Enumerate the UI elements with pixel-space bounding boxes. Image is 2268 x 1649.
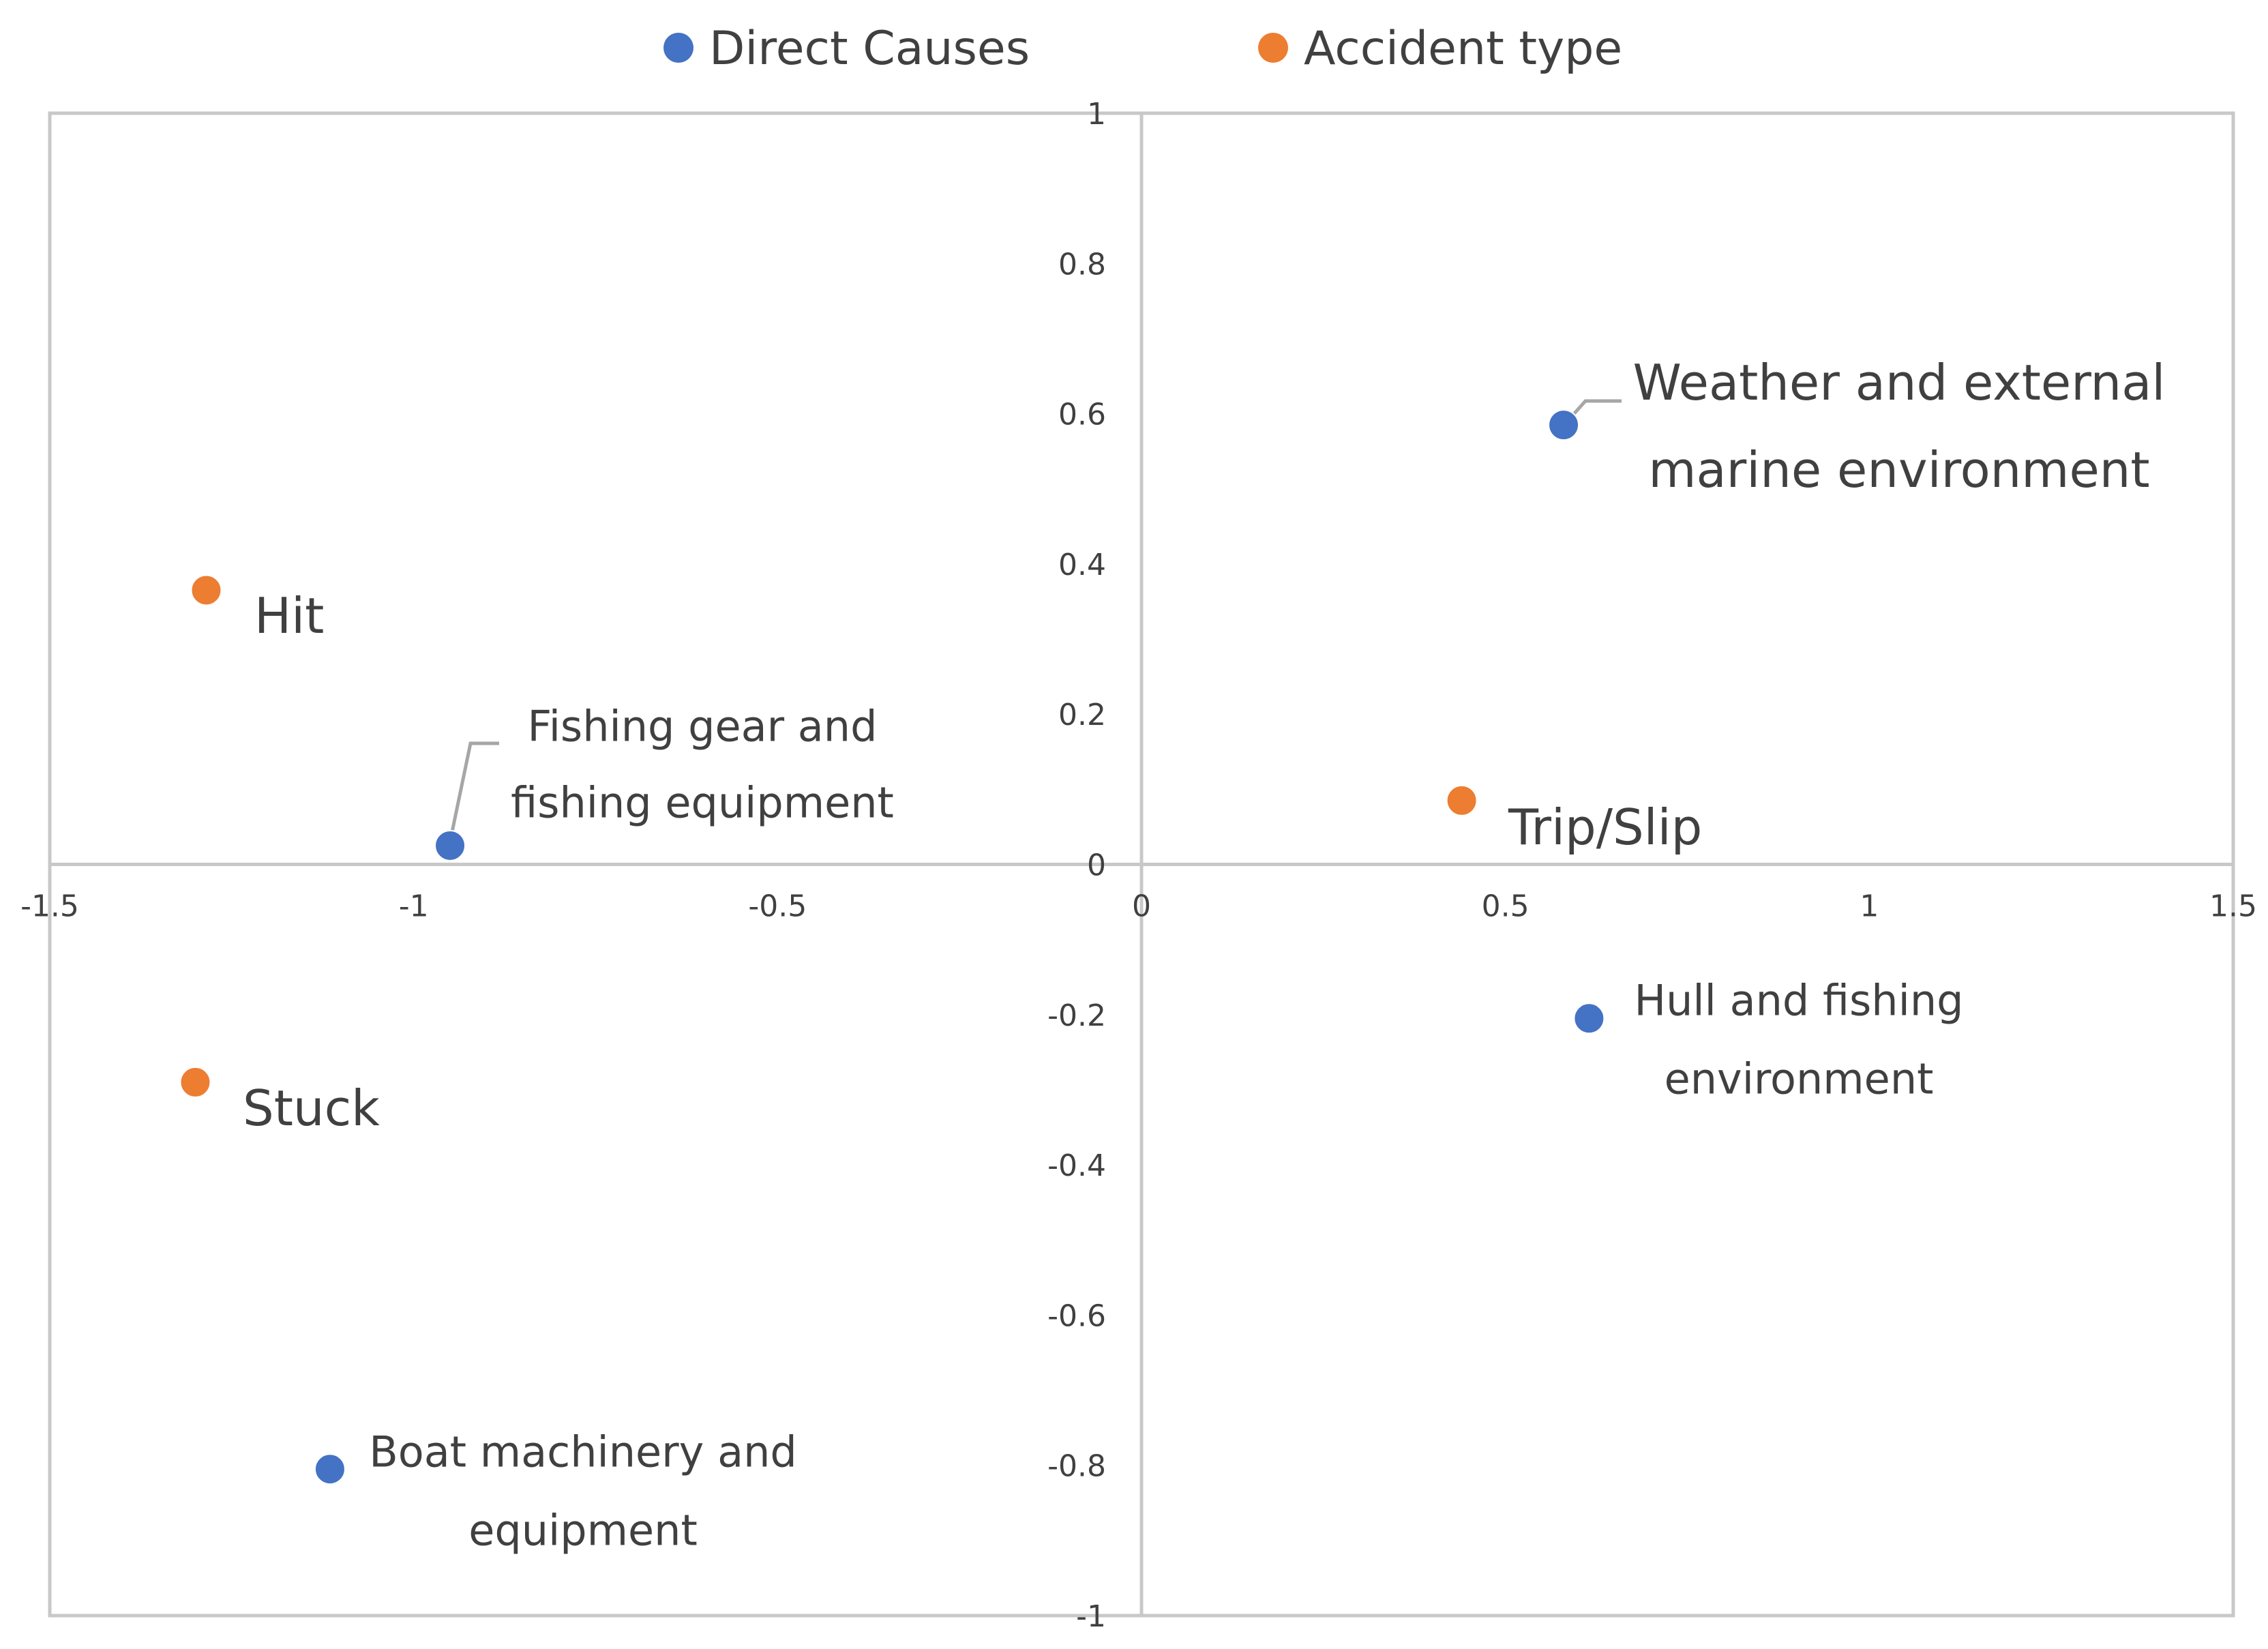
y-tick-label: -0.2: [1047, 998, 1106, 1033]
point-labels: Fishing gear and fishing equipment Weather…: [243, 354, 2165, 1555]
point-label: Fishing gear and: [528, 701, 878, 751]
point-label: Stuck: [243, 1080, 380, 1137]
x-tick-label: -1: [399, 889, 429, 924]
legend-label: Direct Causes: [709, 22, 1030, 76]
point-label: Trip/Slip: [1508, 799, 1702, 856]
point-label: Boat machinery and: [369, 1427, 796, 1476]
y-tick-label: 1: [1087, 97, 1106, 132]
x-tick-label: -0.5: [748, 889, 807, 924]
point-label: marine environment: [1648, 441, 2149, 499]
leader-lines: [448, 399, 1622, 842]
point-label: environment: [1665, 1054, 1934, 1103]
point-label: Hull and fishing: [1635, 975, 1964, 1025]
x-tick-labels: -1.5 -1 -0.5 0 0.5 1 1.5: [20, 889, 2257, 924]
y-tick-label: -0.8: [1047, 1449, 1106, 1484]
data-point: [1548, 409, 1580, 441]
y-tick-label: -1: [1076, 1599, 1106, 1634]
x-tick-label: 0: [1132, 889, 1151, 924]
legend-label: Accident type: [1304, 22, 1622, 76]
y-tick-label: 0.4: [1058, 548, 1106, 582]
x-tick-label: 1: [1860, 889, 1879, 924]
point-label: Hit: [254, 587, 324, 644]
y-tick-label: -0.6: [1047, 1298, 1106, 1333]
x-tick-label: -1.5: [20, 889, 79, 924]
point-label: Weather and external: [1633, 354, 2166, 411]
legend: Direct Causes Accident type: [663, 22, 1622, 76]
data-point: [179, 1066, 211, 1098]
legend-marker: [1258, 33, 1288, 63]
y-tick-label: 0.2: [1058, 698, 1106, 732]
y-tick-label: -0.4: [1047, 1148, 1106, 1183]
leader-line: [448, 741, 499, 842]
point-label: equipment: [468, 1505, 698, 1555]
x-tick-label: 0.5: [1482, 889, 1530, 924]
data-point: [314, 1453, 346, 1485]
legend-marker: [663, 33, 693, 63]
x-tick-label: 1.5: [2209, 889, 2257, 924]
data-point: [1446, 784, 1478, 816]
data-point: [190, 574, 222, 606]
y-tick-labels: 1 0.8 0.6 0.4 0.2 0 -0.2 -0.4 -0.6 -0.8 -1: [1047, 97, 1106, 1634]
data-points: [179, 409, 1605, 1485]
y-tick-label: 0: [1087, 848, 1106, 883]
point-label: fishing equipment: [511, 777, 894, 827]
y-tick-label: 0.8: [1058, 247, 1106, 282]
data-point: [434, 829, 466, 861]
data-point: [1573, 1002, 1605, 1035]
y-tick-label: 0.6: [1058, 398, 1106, 432]
